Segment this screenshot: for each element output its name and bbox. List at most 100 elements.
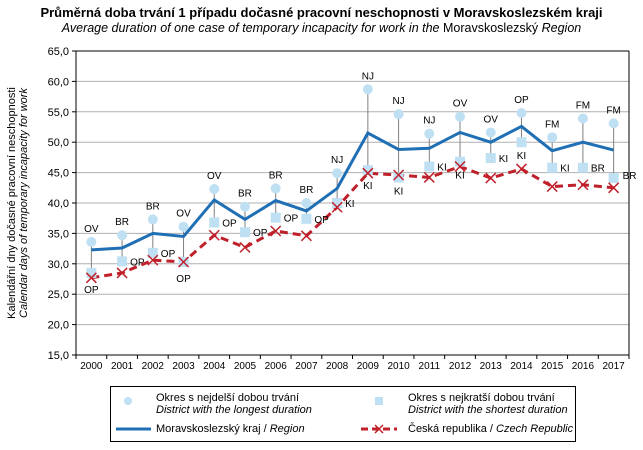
czech-republic-line: [91, 164, 614, 280]
y-tick-label: 35,0: [48, 228, 69, 240]
max-district-marker: [209, 184, 220, 195]
y-tick-label: 20,0: [48, 320, 69, 332]
min-district-marker: [424, 161, 435, 172]
max-district-marker: [577, 113, 588, 124]
y-axis-label-en: Calendar days of temporary incapacity fo…: [18, 88, 30, 318]
y-axis-label-cz: Kalendářní dny dočasné pracovní neschopn…: [6, 87, 18, 319]
x-tick-label: 2017: [603, 361, 626, 372]
min-district-label: OP: [253, 228, 268, 239]
czech-republic-marker: [485, 172, 497, 184]
min-district-label: KI: [455, 171, 464, 182]
min-district-marker: [301, 213, 312, 224]
legend-max-cz: Okres s nejdelší dobou trvání: [156, 392, 300, 404]
x-tick-label: 2013: [480, 361, 503, 372]
czech-republic-marker: [577, 179, 589, 191]
czech-republic-marker: [331, 201, 343, 213]
czech-republic-marker: [546, 181, 558, 193]
min-district-marker: [577, 162, 588, 173]
x-tick-label: 2006: [265, 361, 288, 372]
min-district-label: OP: [161, 249, 176, 260]
legend-region-cz: Moravskoslezský kraj /: [156, 423, 270, 435]
max-district-label: BR: [269, 170, 283, 181]
legend-min-cz: Okres s nejkratší dobou trvání: [408, 392, 555, 404]
x-tick-label: 2003: [172, 361, 195, 372]
legend-max-marker: [124, 397, 132, 405]
legend-min-en: District with the shortest duration: [408, 404, 568, 416]
legend-cr-cz: Česká republika /: [408, 423, 497, 435]
max-district-marker: [608, 118, 619, 129]
min-district-label: KI: [345, 199, 354, 210]
chart-subtitle: Average duration of one case of temporar…: [0, 21, 643, 35]
max-district-marker: [485, 127, 496, 138]
czech-republic-marker: [608, 182, 620, 194]
max-district-label: OV: [484, 114, 499, 125]
max-district-label: NJ: [392, 96, 404, 107]
min-district-marker: [608, 173, 619, 184]
y-tick-label: 55,0: [48, 107, 69, 119]
min-district-label: KI: [499, 154, 508, 165]
min-district-marker: [332, 198, 343, 208]
min-district-label: BR: [623, 171, 637, 182]
czech-republic-marker: [85, 272, 97, 284]
legend-cr-en: Czech Republic: [496, 423, 574, 435]
x-tick-label: 2008: [326, 361, 349, 372]
max-district-label: BR: [146, 201, 160, 212]
legend-max-label: Okres s nejdelší dobou trvání District w…: [156, 392, 312, 416]
max-district-label: NJ: [362, 71, 374, 82]
max-district-label: NJ: [331, 155, 343, 166]
max-district-marker: [332, 168, 343, 179]
legend-cr-x-marker: [374, 424, 384, 434]
x-tick-label: 2002: [142, 361, 165, 372]
legend: Okres s nejdelší dobou trvání District w…: [110, 386, 576, 442]
y-tick-label: 45,0: [48, 168, 69, 180]
legend-symbols: [116, 397, 397, 434]
min-district-marker: [455, 156, 466, 167]
y-tick-label: 40,0: [48, 198, 69, 210]
min-district-label: OP: [130, 257, 145, 268]
min-district-marker: [270, 212, 281, 223]
czech-republic-marker: [116, 267, 128, 279]
min-district-label: KI: [517, 151, 526, 162]
min-district-label: KI: [394, 186, 403, 197]
max-district-label: NJ: [423, 116, 435, 127]
min-district-label: OP: [284, 214, 299, 225]
x-tick-label: 2009: [357, 361, 380, 372]
min-district-label: KI: [363, 181, 372, 192]
czech-republic-marker: [423, 171, 435, 183]
legend-min-label: Okres s nejkratší dobou trvání District …: [408, 392, 568, 416]
chart-svg: 15,0 20,0 25,0 30,0 35,0 40,0 45,0 50,0 55,0 60,0…: [6, 46, 637, 372]
x-tick-label: 2016: [572, 361, 595, 372]
min-district-label: OP: [314, 215, 329, 226]
min-district-marker: [239, 227, 250, 238]
max-district-label: FM: [606, 105, 620, 116]
y-tick-label: 60,0: [48, 76, 69, 88]
x-tick-label: 2010: [387, 361, 410, 372]
max-district-marker: [147, 214, 158, 225]
czech-republic-marker: [270, 225, 282, 237]
max-district-marker: [547, 132, 558, 143]
czech-republic-marker: [362, 167, 374, 179]
min-district-label: KI: [560, 164, 569, 175]
subtitle-part-2: Moravskoslezský: [442, 21, 539, 35]
max-district-marker: [270, 183, 281, 194]
min-district-marker: [516, 137, 527, 148]
y-tick-label: 15,0: [48, 350, 69, 362]
subtitle-part-3: Region: [538, 21, 582, 35]
min-district-marker: [86, 267, 97, 278]
legend-max-en: District with the longest duration: [156, 404, 312, 416]
min-district-marker: [362, 165, 373, 176]
czech-republic-marker: [208, 229, 220, 241]
max-district-marker: [239, 201, 250, 212]
x-tick-label: 2001: [111, 361, 134, 372]
max-district-label: FM: [545, 119, 559, 130]
legend-min-marker: [375, 397, 383, 405]
x-tick-label: 2005: [234, 361, 257, 372]
y-tick-label: 30,0: [48, 259, 69, 271]
max-district-marker: [86, 236, 97, 247]
subtitle-part-1: Average duration of one case of temporar…: [61, 21, 443, 35]
legend-cr-label: Česká republika / Czech Republic: [408, 423, 573, 435]
min-district-marker: [547, 162, 558, 173]
x-tick-label: 2012: [449, 361, 472, 372]
min-district-marker: [393, 172, 404, 183]
min-district-marker: [147, 247, 158, 258]
